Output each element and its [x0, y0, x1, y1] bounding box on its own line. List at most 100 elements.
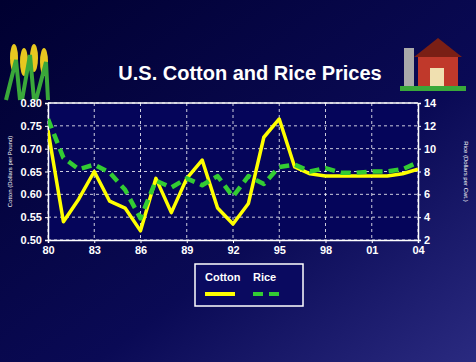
grid — [48, 103, 418, 240]
tick-label: 10 — [424, 143, 436, 155]
title: U.S. Cotton and Rice Prices — [118, 62, 381, 84]
tick-mark — [45, 149, 48, 150]
tick-mark — [418, 194, 421, 195]
grass — [400, 86, 466, 91]
tick-label: 86 — [135, 244, 147, 256]
tick: 4 — [418, 211, 431, 223]
tick: 04 — [412, 240, 425, 256]
axis-line — [419, 104, 422, 241]
tick: 14 — [418, 97, 437, 109]
tick: 80 — [42, 240, 54, 256]
tick: 12 — [418, 120, 436, 132]
y-axis: 0.50 0.55 0.60 0.65 0.70 0.75 0.80 — [21, 97, 49, 246]
tick-mark — [279, 240, 280, 243]
tick-label: 6 — [424, 188, 430, 200]
legend-label: Rice — [253, 271, 276, 283]
x-axis: 80 83 86 89 92 95 98 01 04 — [42, 240, 425, 256]
tick-label: 0.55 — [21, 211, 42, 223]
barn-roof — [414, 38, 462, 57]
tick-mark — [45, 126, 48, 127]
tick-label: 14 — [424, 97, 437, 109]
tick-mark — [418, 172, 421, 173]
tick: 0.60 — [21, 188, 48, 200]
tick-label: 12 — [424, 120, 436, 132]
tick-mark — [233, 240, 234, 243]
tick: 0.70 — [21, 143, 48, 155]
tick-label: 0.80 — [21, 97, 42, 109]
tick-mark — [45, 240, 48, 241]
tick-mark — [372, 240, 373, 243]
grid-line — [186, 103, 187, 240]
tick-mark — [418, 240, 419, 243]
axis-line — [45, 104, 49, 241]
grid-line — [48, 125, 418, 126]
barn-wall — [418, 55, 458, 87]
tick: 0.75 — [21, 120, 48, 132]
tick: 10 — [418, 143, 436, 155]
tick-label: 0.65 — [21, 166, 42, 178]
chart: U.S. Cotton and Rice Prices0.500.550.600… — [0, 0, 476, 362]
tick-mark — [48, 240, 49, 243]
tick-mark — [418, 217, 421, 218]
tick-label: 01 — [366, 244, 378, 256]
grid-line — [48, 148, 418, 149]
tick-mark — [45, 217, 48, 218]
tick-label: 98 — [320, 244, 332, 256]
tick: 0.55 — [21, 211, 48, 223]
tick: 0.80 — [21, 97, 48, 109]
tick-label: 0.50 — [21, 234, 42, 246]
tick-label: 0.60 — [21, 188, 42, 200]
legend-label: Cotton — [205, 271, 241, 283]
tick-mark — [187, 240, 188, 243]
grid-line — [371, 103, 372, 240]
tick: 92 — [227, 240, 239, 256]
tick-mark — [45, 103, 48, 104]
series-group — [48, 119, 418, 231]
tick-mark — [326, 240, 327, 243]
legend-box — [195, 264, 303, 306]
barn-icon — [400, 38, 466, 91]
grid-line — [48, 103, 418, 104]
series-line — [48, 119, 418, 231]
tick-label: 04 — [412, 244, 425, 256]
tick: 89 — [181, 240, 193, 256]
legend-swatch — [253, 292, 283, 296]
background — [0, 0, 476, 362]
barn-door — [430, 68, 444, 87]
tick: 0.65 — [21, 166, 48, 178]
tick-label: 8 — [424, 166, 430, 178]
tick-label: 4 — [424, 211, 431, 223]
corn-leaves — [6, 55, 48, 100]
tick: 98 — [320, 240, 332, 256]
legend: Cotton Rice — [195, 264, 303, 306]
tick-mark — [418, 126, 421, 127]
y-axis-title: Cotton (Dollars per Pound) — [7, 136, 13, 207]
y2-axis: 2468101214 — [418, 97, 437, 246]
axis-line — [49, 241, 419, 244]
tick-label: 80 — [42, 244, 54, 256]
tick-mark — [141, 240, 142, 243]
frame — [48, 102, 418, 104]
tick-label: 0.75 — [21, 120, 42, 132]
silo — [404, 48, 414, 87]
tick-label: 95 — [274, 244, 286, 256]
tick-mark — [418, 103, 421, 104]
plot-area — [48, 103, 418, 240]
series-line — [48, 119, 418, 218]
tick: 6 — [418, 188, 430, 200]
tick: 86 — [135, 240, 147, 256]
tick: 83 — [89, 240, 101, 256]
tick-label: 0.70 — [21, 143, 42, 155]
tick-label: 92 — [227, 244, 239, 256]
corn-icon — [6, 44, 48, 100]
tick: 8 — [418, 166, 430, 178]
tick: 95 — [274, 240, 286, 256]
grid-line — [233, 103, 234, 240]
grid-line — [325, 103, 326, 240]
y2-axis-title: Rice (Dollars per Cwt.) — [463, 141, 469, 201]
tick-label: 83 — [89, 244, 101, 256]
tick-mark — [45, 194, 48, 195]
tick-label: 89 — [181, 244, 193, 256]
legend-swatch — [205, 292, 235, 296]
tick-mark — [45, 172, 48, 173]
